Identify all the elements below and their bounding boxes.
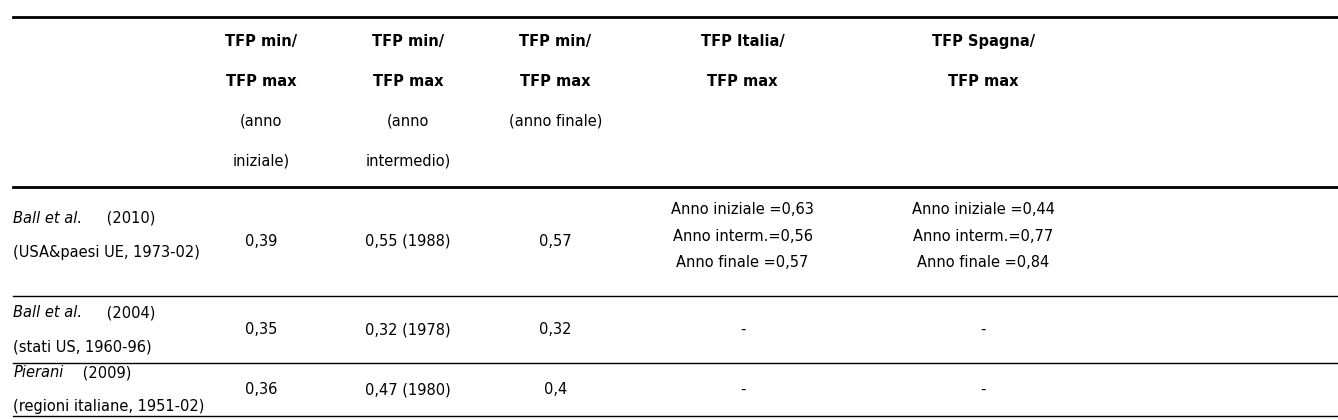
Text: 0,35: 0,35 <box>245 322 277 337</box>
Text: Anno iniziale =0,63: Anno iniziale =0,63 <box>672 202 814 218</box>
Text: (stati US, 1960-96): (stati US, 1960-96) <box>13 339 153 354</box>
Text: Anno interm.=0,56: Anno interm.=0,56 <box>673 228 812 244</box>
Text: (anno: (anno <box>240 113 282 129</box>
Text: (2004): (2004) <box>103 305 155 320</box>
Text: TFP Spagna/: TFP Spagna/ <box>931 34 1036 49</box>
Text: -: - <box>740 382 745 397</box>
Text: 0,57: 0,57 <box>539 234 571 249</box>
Text: Ball et al.: Ball et al. <box>13 305 83 320</box>
Text: Anno finale =0,57: Anno finale =0,57 <box>677 255 808 270</box>
Text: 0,47 (1980): 0,47 (1980) <box>365 382 451 397</box>
Text: TFP min/: TFP min/ <box>372 34 444 49</box>
Text: 0,36: 0,36 <box>245 382 277 397</box>
Text: Anno interm.=0,77: Anno interm.=0,77 <box>914 228 1053 244</box>
Text: (2009): (2009) <box>79 365 131 380</box>
Text: TFP Italia/: TFP Italia/ <box>701 34 784 49</box>
Text: 0,55 (1988): 0,55 (1988) <box>365 234 451 249</box>
Text: TFP max: TFP max <box>373 74 443 89</box>
Text: (USA&paesi UE, 1973-02): (USA&paesi UE, 1973-02) <box>13 244 201 260</box>
Text: (anno finale): (anno finale) <box>508 113 602 129</box>
Text: Pierani: Pierani <box>13 365 64 380</box>
Text: 0,4: 0,4 <box>543 382 567 397</box>
Text: Anno finale =0,84: Anno finale =0,84 <box>918 255 1049 270</box>
Text: Anno iniziale =0,44: Anno iniziale =0,44 <box>913 202 1054 218</box>
Text: -: - <box>740 322 745 337</box>
Text: (anno: (anno <box>387 113 429 129</box>
Text: iniziale): iniziale) <box>233 153 289 168</box>
Text: 0,32 (1978): 0,32 (1978) <box>365 322 451 337</box>
Text: TFP max: TFP max <box>520 74 590 89</box>
Text: 0,39: 0,39 <box>245 234 277 249</box>
Text: TFP max: TFP max <box>708 74 777 89</box>
Text: TFP max: TFP max <box>226 74 296 89</box>
Text: intermedio): intermedio) <box>365 153 451 168</box>
Text: TFP min/: TFP min/ <box>519 34 591 49</box>
Text: Ball et al.: Ball et al. <box>13 211 83 226</box>
Text: (2010): (2010) <box>103 211 155 226</box>
Text: (regioni italiane, 1951-02): (regioni italiane, 1951-02) <box>13 399 205 414</box>
Text: -: - <box>981 382 986 397</box>
Text: -: - <box>981 322 986 337</box>
Text: 0,32: 0,32 <box>539 322 571 337</box>
Text: TFP max: TFP max <box>949 74 1018 89</box>
Text: TFP min/: TFP min/ <box>225 34 297 49</box>
